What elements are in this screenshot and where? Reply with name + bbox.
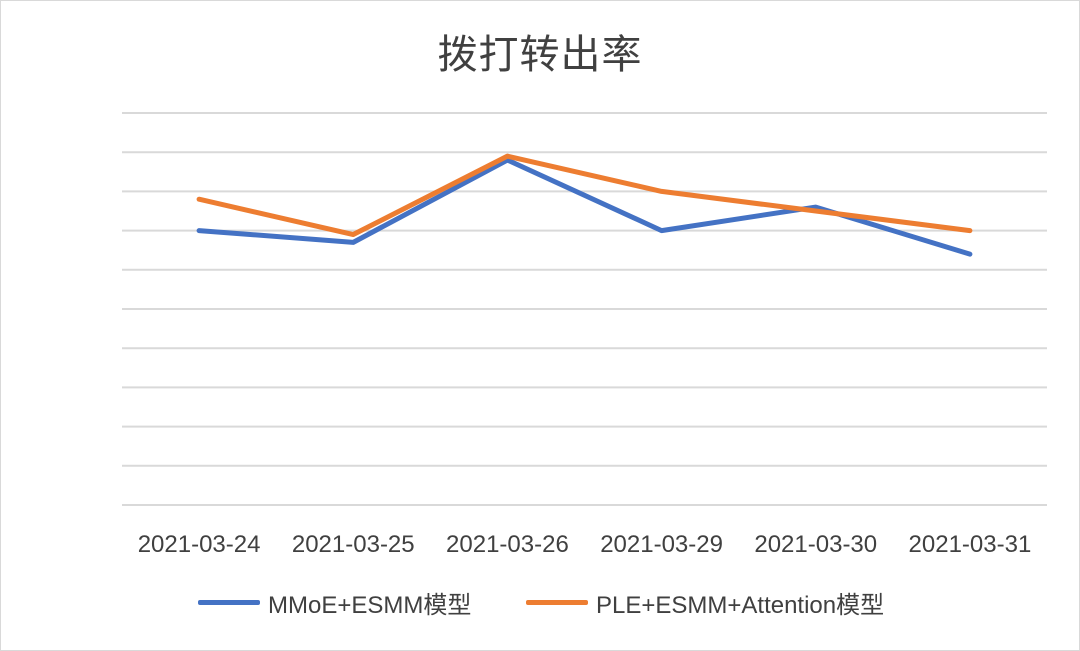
legend-swatch-mmoe <box>198 599 260 605</box>
legend-item-mmoe: MMoE+ESMM模型 <box>198 582 471 622</box>
chart-title: 拨打转出率 <box>437 33 643 77</box>
series-lines <box>196 153 973 257</box>
x-tick-label: 2021-03-25 <box>292 531 415 558</box>
x-axis-ticks: 2021-03-24 2021-03-25 2021-03-26 2021-03-29… <box>138 531 1032 558</box>
x-tick-label: 2021-03-31 <box>909 531 1032 558</box>
legend-label-ple: PLE+ESMM+Attention模型 <box>596 591 885 619</box>
legend-item-ple: PLE+ESMM+Attention模型 <box>526 582 884 622</box>
gridlines <box>122 112 1047 506</box>
x-tick-label: 2021-03-30 <box>754 531 877 558</box>
x-tick-label: 2021-03-29 <box>600 531 723 558</box>
legend-label-mmoe: MMoE+ESMM模型 <box>268 591 472 619</box>
x-tick-label: 2021-03-24 <box>138 531 261 558</box>
x-tick-label: 2021-03-26 <box>446 531 569 558</box>
series-line-1 <box>196 153 973 238</box>
legend-swatch-ple <box>526 599 588 605</box>
